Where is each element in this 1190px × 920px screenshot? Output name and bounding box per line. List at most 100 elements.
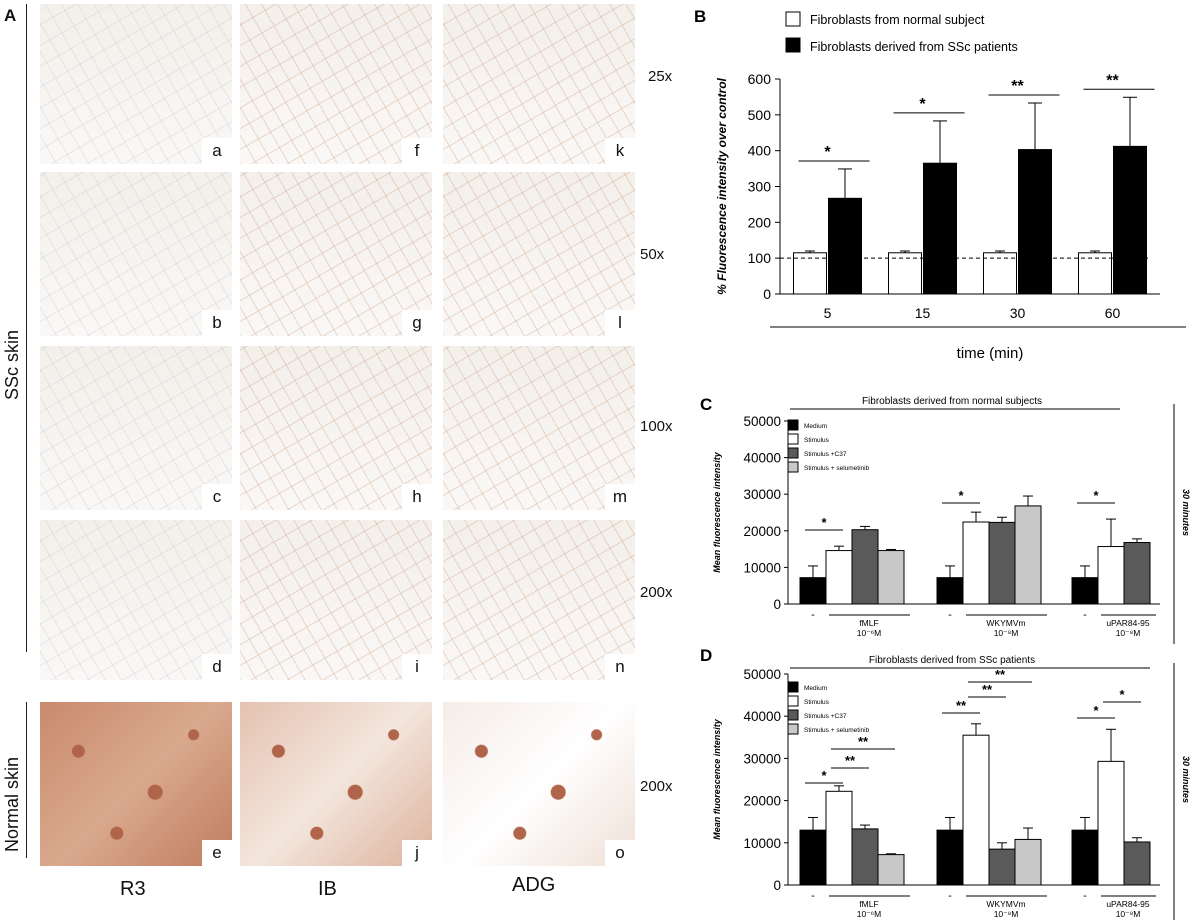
bar: [877, 550, 905, 605]
y-tick-label: 50000: [743, 667, 781, 682]
bar: [988, 848, 1016, 886]
column-label-ib: IB: [318, 878, 337, 900]
legend-label: Stimulus +C37: [804, 451, 847, 458]
bar: [825, 790, 853, 886]
normal-skin-label: Normal skin: [2, 756, 22, 852]
bar: [988, 521, 1016, 605]
histology-tile: d: [40, 520, 232, 680]
legend-label-normal: Fibroblasts from normal subject: [810, 13, 985, 27]
histology-tile: i: [240, 520, 432, 680]
significance-mark: *: [958, 488, 964, 503]
normal-bracket-line: [26, 702, 27, 858]
bar-normal: [983, 252, 1017, 295]
histology-tile: c: [40, 346, 232, 510]
panel-letter: D: [700, 646, 712, 665]
significance-mark: **: [982, 682, 993, 697]
legend-label: Stimulus: [804, 437, 830, 444]
stimulus-concentration: 10⁻⁶M: [857, 909, 882, 919]
legend-swatch: [787, 695, 799, 707]
significance-mark: *: [824, 144, 831, 161]
x-tick-label: 5: [824, 305, 832, 321]
bar: [1123, 841, 1151, 886]
stimulus-concentration: 10⁻⁶M: [857, 628, 882, 638]
ssc-skin-label: SSc skin: [2, 329, 22, 400]
bar: [962, 521, 990, 605]
y-tick-label: 30000: [743, 751, 781, 766]
y-tick-label: 10000: [743, 560, 781, 575]
panel-b-letter: B: [694, 7, 706, 26]
legend-swatch: [787, 681, 799, 693]
x-axis-label: time (min): [957, 345, 1024, 362]
y-axis-label: Mean fluorescence intensity: [712, 718, 722, 840]
x-dash-label: -: [1083, 890, 1087, 902]
tile-letter: k: [605, 138, 635, 164]
legend-label-ssc: Fibroblasts derived from SSc patients: [810, 40, 1018, 54]
histology-tile: b: [40, 172, 232, 336]
legend-label: Medium: [804, 685, 827, 692]
histology-tile: m: [443, 346, 635, 510]
histology-tile: k: [443, 4, 635, 164]
chart-panel-c: C Fibroblasts derived from normal subject…: [700, 395, 1190, 644]
x-dash-label: -: [948, 609, 952, 621]
x-dash-label: -: [948, 890, 952, 902]
histology-tile: a: [40, 4, 232, 164]
y-tick-label: 0: [773, 597, 781, 612]
bar: [877, 854, 905, 886]
significance-mark: *: [821, 515, 827, 530]
significance-mark: *: [821, 768, 827, 783]
significance-mark: *: [1093, 488, 1099, 503]
bar: [851, 529, 879, 605]
bar: [1071, 829, 1099, 886]
bar: [851, 828, 879, 886]
y-tick-label: 600: [748, 71, 772, 87]
x-tick-label: 60: [1105, 305, 1121, 321]
chart-panel-d: D Fibroblasts derived from SSc patients 30…: [700, 646, 1190, 920]
magnification-label: 200x: [640, 778, 673, 795]
legend-label: Stimulus +C37: [804, 713, 847, 720]
y-tick-label: 300: [748, 179, 772, 195]
bar: [825, 550, 853, 605]
bar: [799, 577, 827, 605]
side-label: 30 minutes: [1181, 756, 1190, 803]
legend-label: Stimulus + selumetinib: [804, 465, 870, 472]
tile-letter: g: [402, 310, 432, 336]
x-dash-label: -: [1083, 609, 1087, 621]
chart-panel-b: B Fibroblasts from normal subject Fibrobla…: [694, 7, 1186, 362]
stimulus-label: uPAR84-95: [1106, 618, 1150, 628]
tile-letter: l: [605, 310, 635, 336]
magnification-label: 50x: [640, 246, 665, 263]
tile-letter: i: [402, 654, 432, 680]
bar: [962, 734, 990, 886]
panel-a-letter: A: [4, 6, 17, 25]
tile-letter: f: [402, 138, 432, 164]
legend-swatch: [787, 709, 799, 721]
bar: [1071, 577, 1099, 605]
y-axis-label: % Fluorescence intensity over control: [715, 77, 729, 294]
significance-mark: *: [1093, 703, 1099, 718]
histology-tile: f: [240, 4, 432, 164]
tile-letter: m: [605, 484, 635, 510]
y-tick-label: 0: [773, 878, 781, 893]
tile-letter: h: [402, 484, 432, 510]
legend-swatch: [787, 723, 799, 735]
bar: [936, 577, 964, 605]
panel-letter: C: [700, 395, 712, 414]
column-label-adg: ADG: [512, 874, 556, 896]
x-dash-label: -: [811, 609, 815, 621]
bar: [799, 829, 827, 886]
stimulus-label: fMLF: [859, 618, 878, 628]
stimulus-concentration: 10⁻⁸M: [994, 628, 1019, 638]
significance-mark: **: [995, 667, 1006, 682]
bar-ssc: [1113, 145, 1147, 295]
y-tick-label: 10000: [743, 836, 781, 851]
bar-normal: [793, 252, 827, 295]
bar: [1097, 760, 1125, 886]
stimulus-label: uPAR84-95: [1106, 899, 1150, 909]
tile-letter: j: [402, 840, 432, 866]
bar: [1014, 838, 1042, 886]
legend-swatch: [787, 433, 799, 445]
tile-letter: b: [202, 310, 232, 336]
histology-tile: g: [240, 172, 432, 336]
y-tick-label: 100: [748, 250, 772, 266]
bar: [1097, 546, 1125, 605]
